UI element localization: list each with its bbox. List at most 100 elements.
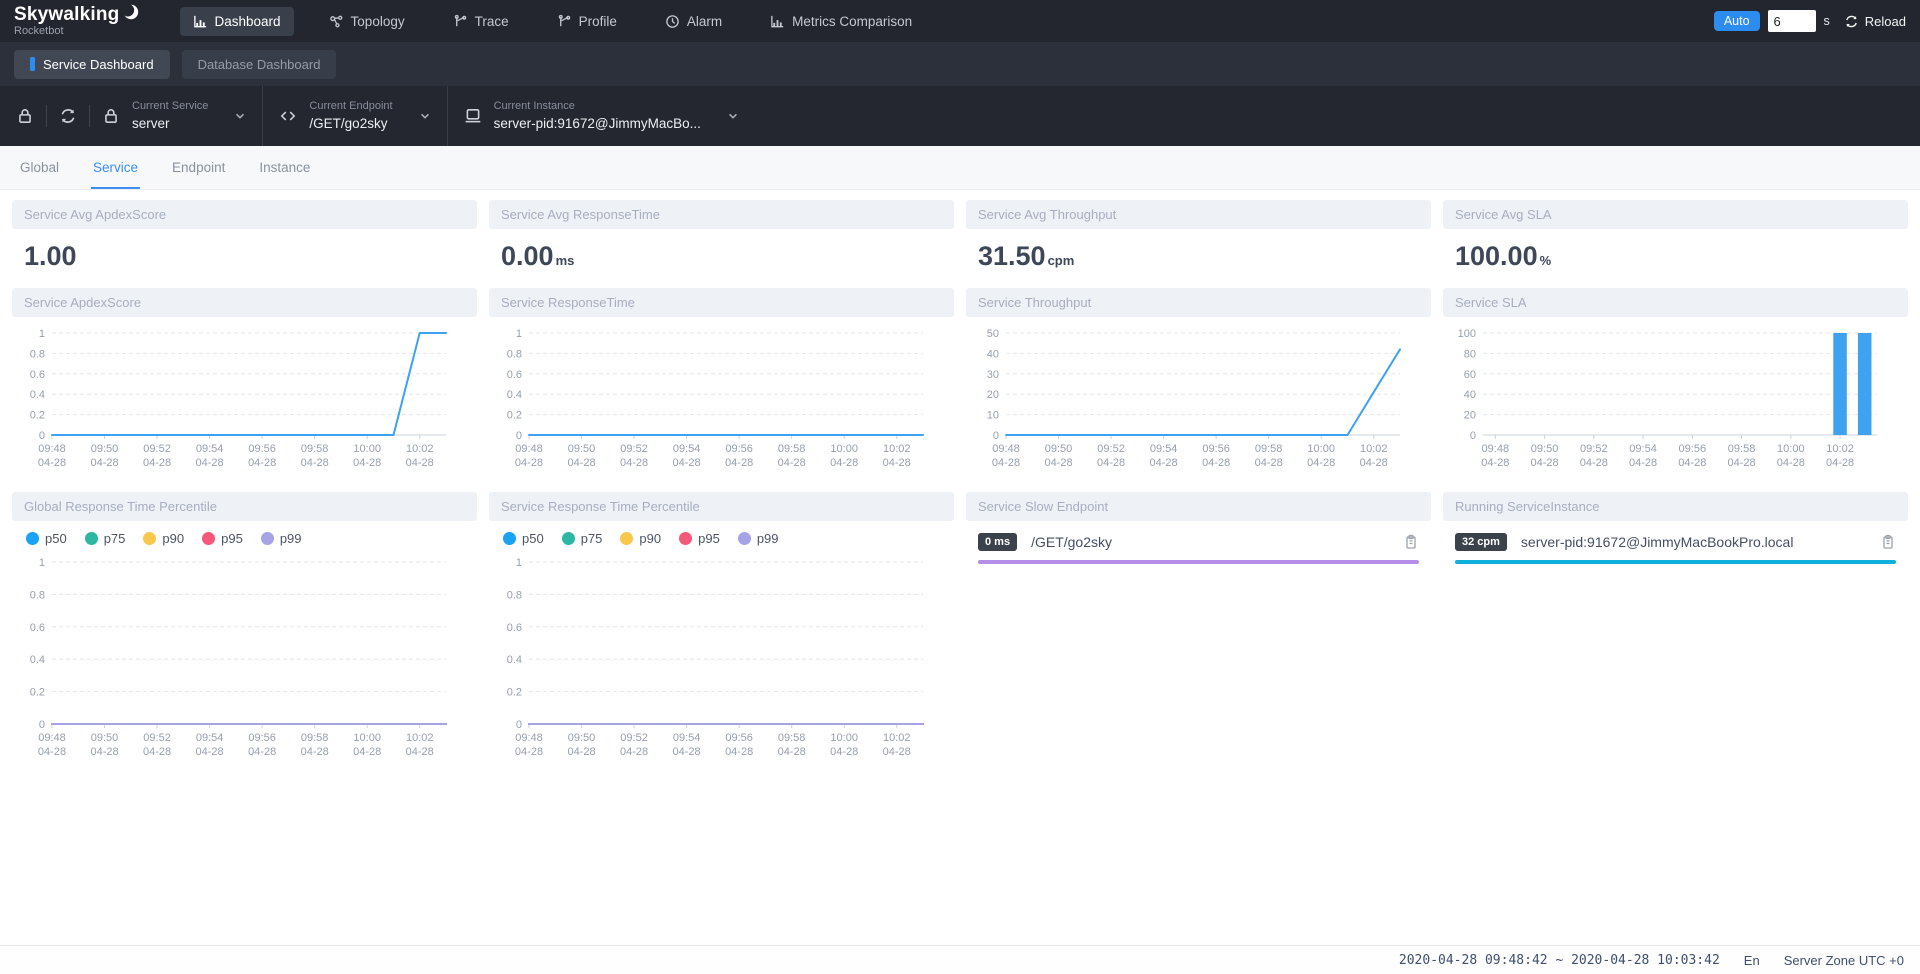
- svg-text:09:52: 09:52: [143, 732, 171, 744]
- dashboard-content: Service Avg ApdexScore 1.00 Service Avg …: [0, 190, 1920, 769]
- legend-item[interactable]: p50: [26, 531, 67, 546]
- metric-value: 0.00: [501, 241, 554, 271]
- svg-text:10:00: 10:00: [353, 443, 381, 455]
- svg-text:1: 1: [39, 557, 45, 569]
- legend-item[interactable]: p95: [679, 531, 720, 546]
- svg-text:09:56: 09:56: [1679, 443, 1707, 455]
- svg-text:04-28: 04-28: [673, 457, 701, 469]
- svg-text:0.6: 0.6: [30, 369, 45, 381]
- reload-button[interactable]: Reload: [1844, 14, 1906, 29]
- svg-text:04-28: 04-28: [1727, 457, 1755, 469]
- svg-text:1: 1: [516, 557, 522, 569]
- tab-endpoint[interactable]: Endpoint: [170, 148, 227, 189]
- brand-name: Skywalking: [14, 5, 120, 24]
- legend-item[interactable]: p50: [503, 531, 544, 546]
- time-range-label[interactable]: 2020-04-28 09:48:42 ~ 2020-04-28 10:03:4…: [1399, 953, 1720, 968]
- svg-text:04-28: 04-28: [567, 746, 595, 758]
- metric-card-apdex: Service Avg ApdexScore 1.00: [12, 200, 477, 276]
- legend-item[interactable]: p90: [620, 531, 661, 546]
- main-nav: Dashboard Topology Trace Profile: [180, 0, 948, 42]
- svg-text:80: 80: [1464, 348, 1476, 360]
- selector-value: server: [132, 116, 208, 132]
- svg-text:04-28: 04-28: [406, 746, 434, 758]
- sla-bar-chart: 02040608010009:4804-2809:5004-2809:5204-…: [1447, 323, 1885, 475]
- svg-text:0: 0: [39, 430, 45, 442]
- nav-item-metrics-comparison[interactable]: Metrics Comparison: [757, 7, 925, 36]
- interval-input[interactable]: [1768, 10, 1816, 32]
- language-toggle[interactable]: En: [1744, 953, 1760, 968]
- svg-text:04-28: 04-28: [567, 457, 595, 469]
- svg-text:09:50: 09:50: [91, 732, 119, 744]
- clipboard-icon[interactable]: [1880, 534, 1896, 550]
- view-tabs: Global Service Endpoint Instance: [0, 146, 1920, 190]
- tab-service[interactable]: Service: [91, 148, 140, 189]
- current-endpoint-selector[interactable]: Current Endpoint /GET/go2sky: [279, 100, 430, 131]
- chevron-down-icon: [727, 110, 739, 122]
- crescent-icon: [122, 3, 140, 21]
- svg-text:09:52: 09:52: [1097, 443, 1125, 455]
- svg-text:50: 50: [987, 328, 999, 340]
- clipboard-icon[interactable]: [1403, 534, 1419, 550]
- legend-item[interactable]: p75: [562, 531, 603, 546]
- chart-card-sla: Service SLA 02040608010009:4804-2809:500…: [1443, 288, 1908, 480]
- tab-instance[interactable]: Instance: [257, 148, 312, 189]
- svg-text:10:02: 10:02: [1826, 443, 1854, 455]
- svg-text:04-28: 04-28: [1777, 457, 1805, 469]
- dashboard-switch-bar: Service Dashboard Database Dashboard: [0, 42, 1920, 86]
- legend-item[interactable]: p90: [143, 531, 184, 546]
- svg-text:04-28: 04-28: [353, 457, 381, 469]
- svg-text:04-28: 04-28: [143, 457, 171, 469]
- card-title: Service Avg ApdexScore: [12, 200, 477, 229]
- card-title: Service Throughput: [966, 288, 1431, 317]
- tab-global[interactable]: Global: [18, 148, 61, 189]
- nav-item-topology[interactable]: Topology: [316, 7, 418, 36]
- svg-text:0.2: 0.2: [30, 410, 45, 422]
- svg-text:04-28: 04-28: [406, 457, 434, 469]
- auto-button[interactable]: Auto: [1714, 11, 1760, 31]
- list-item[interactable]: 32 cpm server-pid:91672@JimmyMacBookPro.…: [1455, 533, 1896, 551]
- svg-text:10:02: 10:02: [883, 443, 911, 455]
- refresh-icon[interactable]: [59, 107, 77, 125]
- svg-text:10:02: 10:02: [883, 732, 911, 744]
- svg-text:04-28: 04-28: [620, 457, 648, 469]
- svg-text:10:00: 10:00: [353, 732, 381, 744]
- legend-dot: [679, 532, 692, 545]
- percentile-legend: p50 p75 p90 p95 p99: [489, 521, 954, 546]
- legend-item[interactable]: p95: [202, 531, 243, 546]
- legend-item[interactable]: p99: [738, 531, 779, 546]
- nav-label: Dashboard: [215, 14, 281, 29]
- service-dashboard-button[interactable]: Service Dashboard: [14, 50, 170, 79]
- svg-text:09:52: 09:52: [620, 443, 648, 455]
- svg-text:04-28: 04-28: [248, 457, 276, 469]
- svg-text:04-28: 04-28: [1202, 457, 1230, 469]
- selector-label: Current Instance: [494, 100, 701, 113]
- server-zone-label[interactable]: Server Zone UTC +0: [1784, 953, 1904, 968]
- legend-dot: [202, 532, 215, 545]
- svg-text:0.2: 0.2: [30, 687, 45, 699]
- selector-value: /GET/go2sky: [309, 116, 392, 132]
- svg-text:09:54: 09:54: [196, 443, 224, 455]
- nav-label: Metrics Comparison: [792, 14, 912, 29]
- database-dashboard-button[interactable]: Database Dashboard: [182, 50, 337, 79]
- nav-item-profile[interactable]: Profile: [544, 7, 630, 36]
- apdexscore-line-chart: 00.20.40.60.8109:4804-2809:5004-2809:520…: [16, 323, 454, 475]
- nav-item-trace[interactable]: Trace: [440, 7, 522, 36]
- divider: [447, 86, 448, 146]
- nav-item-alarm[interactable]: Alarm: [652, 7, 735, 36]
- svg-text:04-28: 04-28: [143, 746, 171, 758]
- current-instance-selector[interactable]: Current Instance server-pid:91672@JimmyM…: [464, 100, 739, 131]
- nav-item-dashboard[interactable]: Dashboard: [180, 7, 294, 36]
- svg-text:09:52: 09:52: [1580, 443, 1608, 455]
- svg-text:09:56: 09:56: [725, 732, 753, 744]
- legend-item[interactable]: p75: [85, 531, 126, 546]
- svg-text:0: 0: [516, 719, 522, 731]
- active-tick: [30, 57, 35, 71]
- card-title: Running ServiceInstance: [1443, 492, 1908, 521]
- list-item[interactable]: 0 ms /GET/go2sky: [978, 533, 1419, 551]
- lock-icon[interactable]: [16, 107, 34, 125]
- svg-text:04-28: 04-28: [1360, 457, 1388, 469]
- metric-unit: cpm: [1048, 253, 1075, 268]
- legend-item[interactable]: p99: [261, 531, 302, 546]
- current-service-selector[interactable]: Current Service server: [102, 100, 246, 131]
- svg-text:0.4: 0.4: [507, 654, 522, 666]
